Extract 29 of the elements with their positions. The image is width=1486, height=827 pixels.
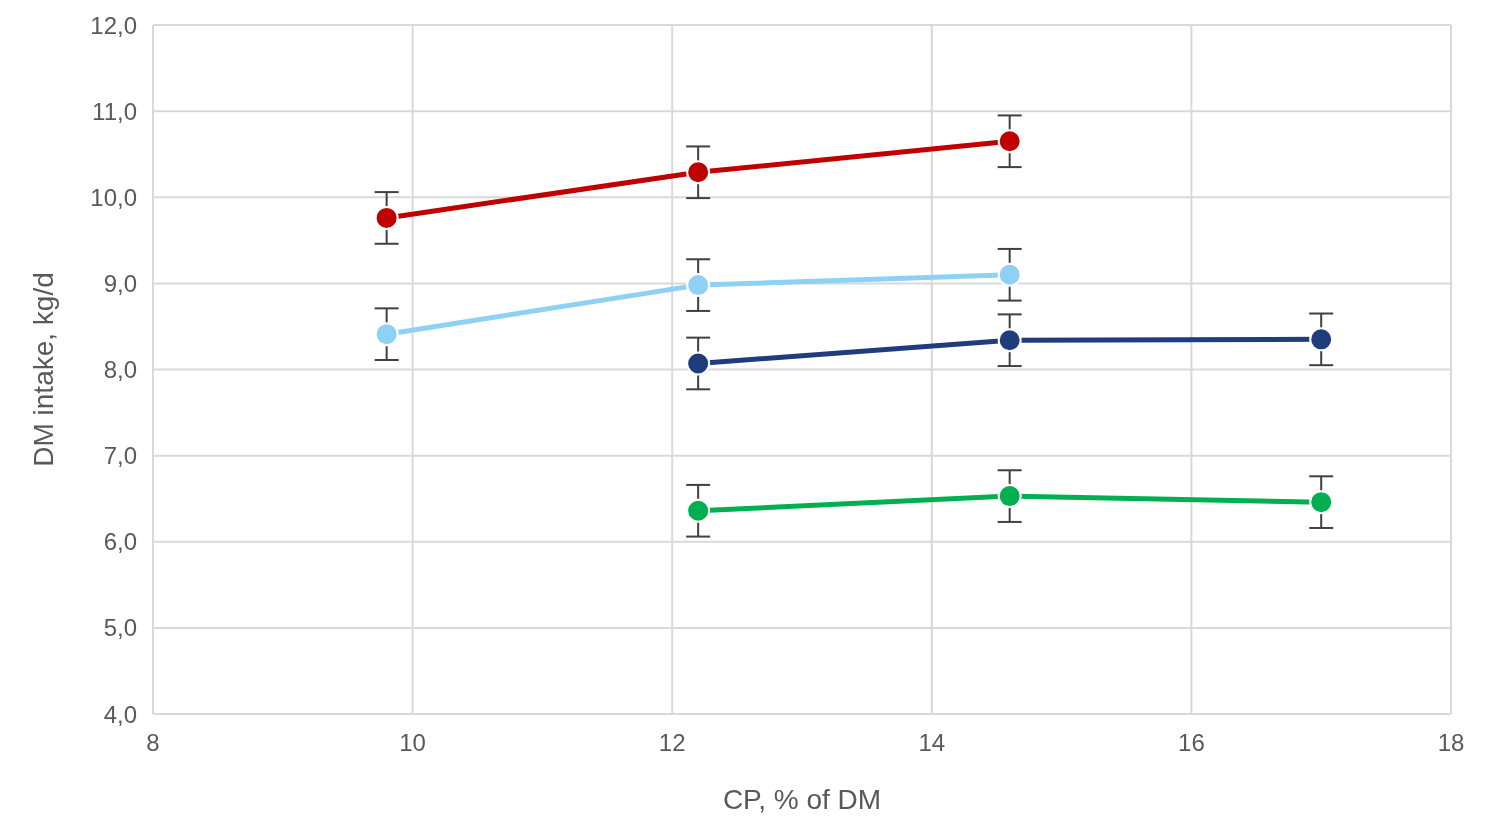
point xyxy=(686,498,711,523)
point xyxy=(686,351,711,376)
point xyxy=(686,273,711,298)
point xyxy=(997,262,1022,287)
x-tick-label: 8 xyxy=(146,729,160,757)
x-tick-label: 14 xyxy=(918,729,946,757)
point xyxy=(997,129,1022,154)
x-tick-label: 12 xyxy=(658,729,686,757)
point xyxy=(997,328,1022,353)
point xyxy=(1309,490,1334,515)
y-tick-label: 7,0 xyxy=(103,442,137,470)
y-tick-label: 8,0 xyxy=(103,356,137,384)
y-tick-label: 4,0 xyxy=(103,700,137,728)
x-axis-title: CP, % of DM xyxy=(722,784,882,815)
point xyxy=(374,205,399,230)
y-tick-label: 5,0 xyxy=(103,614,137,642)
point xyxy=(997,484,1022,509)
x-tick-label: 16 xyxy=(1178,729,1205,757)
x-tick-label: 18 xyxy=(1437,729,1465,757)
point xyxy=(686,160,711,185)
y-axis-title: DM intake, kg/d xyxy=(27,272,59,467)
y-tick-label: 10,0 xyxy=(90,183,137,211)
point xyxy=(1309,327,1334,352)
y-tick-label: 6,0 xyxy=(103,528,137,556)
y-tick-label: 11,0 xyxy=(92,97,137,125)
x-tick-label: 10 xyxy=(399,729,426,757)
y-tick-label: 9,0 xyxy=(103,269,137,297)
y-tick-label: 12,0 xyxy=(90,11,137,39)
point xyxy=(374,322,399,347)
